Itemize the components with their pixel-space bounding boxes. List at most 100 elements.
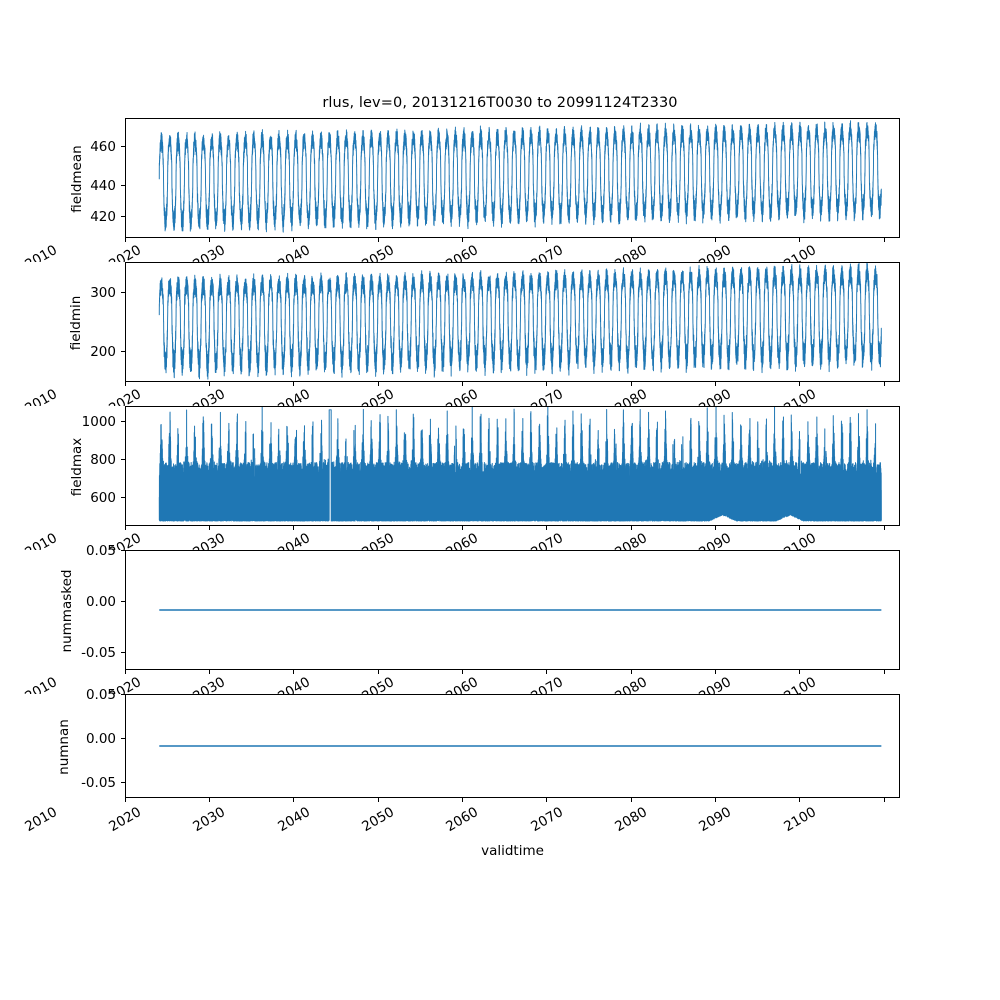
- xtickmark: [631, 382, 633, 386]
- xticklabels-panel-1: 2010 2020 2030 2040 2050 2060 2070 2080 …: [0, 386, 1000, 406]
- xtickmark: [546, 798, 548, 802]
- ytick-fieldmax-0: 1000: [81, 414, 116, 430]
- xticklabel: 2060: [443, 386, 481, 406]
- ytick-fieldmax-1: 800: [90, 452, 116, 468]
- xtickmark: [462, 670, 464, 674]
- xticklabel: 2030: [190, 386, 228, 406]
- xtickmark: [715, 238, 717, 242]
- xtickmark: [884, 670, 886, 674]
- plot-line-fieldmax: [158, 407, 882, 522]
- xtickmark: [884, 382, 886, 386]
- ytick-fieldmin-0: 300: [90, 285, 116, 301]
- xtickmark: [546, 238, 548, 242]
- xtickmark: [378, 798, 380, 802]
- xtickmark: [884, 526, 886, 530]
- plot-line-nummasked: [159, 609, 882, 611]
- xtickmark: [293, 670, 295, 674]
- xticklabel: 2020: [106, 242, 144, 262]
- axes-nummasked: [125, 550, 900, 670]
- xticklabels-panel-2: 2010 2020 2030 2040 2050 2060 2070 2080 …: [0, 530, 1000, 550]
- axes-numnan: [125, 694, 900, 798]
- ytickmark: [121, 351, 125, 353]
- xtickmark: [125, 382, 127, 386]
- xtickmark: [125, 526, 127, 530]
- plot-line-numnan: [159, 745, 882, 747]
- xtickmark: [715, 526, 717, 530]
- xticklabel: 2090: [696, 674, 734, 694]
- xticklabel: 2070: [528, 386, 566, 406]
- xticklabel: 2010: [22, 804, 60, 836]
- xtickmark: [462, 798, 464, 802]
- xtickmark: [546, 670, 548, 674]
- xticklabels-panel-0: 2010 2020 2030 2040 2050 2060 2070 2080 …: [0, 242, 1000, 262]
- xticklabel: 2040: [275, 242, 313, 262]
- xticklabel: 2020: [106, 804, 144, 836]
- ytick-numnan-2: -0.05: [81, 775, 116, 791]
- xticklabel: 2090: [696, 386, 734, 406]
- ytickmark: [121, 497, 125, 499]
- xtickmark: [125, 238, 127, 242]
- xtickmark: [631, 526, 633, 530]
- xticklabel: 2100: [781, 804, 819, 836]
- xticklabel: 2060: [443, 242, 481, 262]
- xtickmark: [799, 526, 801, 530]
- xticklabel: 2040: [275, 530, 313, 550]
- xtickmark: [378, 382, 380, 386]
- xtickmark: [715, 670, 717, 674]
- xticklabel: 2020: [106, 386, 144, 406]
- xticklabel: 2090: [696, 804, 734, 836]
- xticklabel: 2040: [275, 804, 313, 836]
- xticklabel: 2090: [696, 242, 734, 262]
- figure-title: rlus, lev=0, 20131216T0030 to 20991124T2…: [322, 95, 678, 111]
- ytickmark: [121, 738, 125, 740]
- xtickmark: [462, 382, 464, 386]
- xtickmark: [631, 798, 633, 802]
- ytick-numnan-1: 0.00: [85, 731, 116, 747]
- ytickmark: [121, 421, 125, 423]
- xtickmark: [293, 526, 295, 530]
- xticklabel: 2010: [22, 386, 60, 406]
- xticklabel: 2070: [528, 242, 566, 262]
- ytick-nummasked-0: 0.05: [85, 543, 116, 559]
- axes-fieldmean: [125, 118, 900, 238]
- xtickmark: [293, 798, 295, 802]
- xtickmark: [125, 670, 127, 674]
- xticklabel: 2050: [359, 242, 397, 262]
- xticklabel: 2040: [275, 386, 313, 406]
- xtickmark: [799, 382, 801, 386]
- xlabel-validtime: validtime: [481, 843, 544, 859]
- xticklabel: 2050: [359, 674, 397, 694]
- xticklabel: 2080: [612, 674, 650, 694]
- xticklabel: 2060: [443, 804, 481, 836]
- xticklabel: 2050: [359, 530, 397, 550]
- ytick-fieldmean-2: 420: [90, 209, 116, 225]
- xticklabel: 2010: [22, 242, 60, 262]
- plot-line-fieldmin: [158, 263, 882, 380]
- ytick-numnan-0: 0.05: [85, 687, 116, 703]
- xtickmark: [715, 382, 717, 386]
- xticklabel: 2100: [781, 530, 819, 550]
- ytickmark: [121, 550, 125, 552]
- xtickmark: [378, 670, 380, 674]
- ytick-fieldmax-2: 600: [90, 490, 116, 506]
- xtickmark: [209, 798, 211, 802]
- ytickmark: [121, 216, 125, 218]
- xtickmark: [209, 238, 211, 242]
- xticklabel: 2070: [528, 674, 566, 694]
- xtickmark: [462, 238, 464, 242]
- ytickmark: [121, 459, 125, 461]
- ytick-fieldmean-0: 460: [90, 139, 116, 155]
- ytickmark: [121, 292, 125, 294]
- xtickmark: [715, 798, 717, 802]
- xticklabel: 2070: [528, 804, 566, 836]
- ytickmark: [121, 694, 125, 696]
- xtickmark: [546, 382, 548, 386]
- xtickmark: [799, 670, 801, 674]
- xtickmark: [631, 670, 633, 674]
- ytick-nummasked-1: 0.00: [85, 594, 116, 610]
- xticklabel: 2080: [612, 804, 650, 836]
- axes-fieldmax: [125, 406, 900, 526]
- xtickmark: [631, 238, 633, 242]
- xtickmark: [799, 798, 801, 802]
